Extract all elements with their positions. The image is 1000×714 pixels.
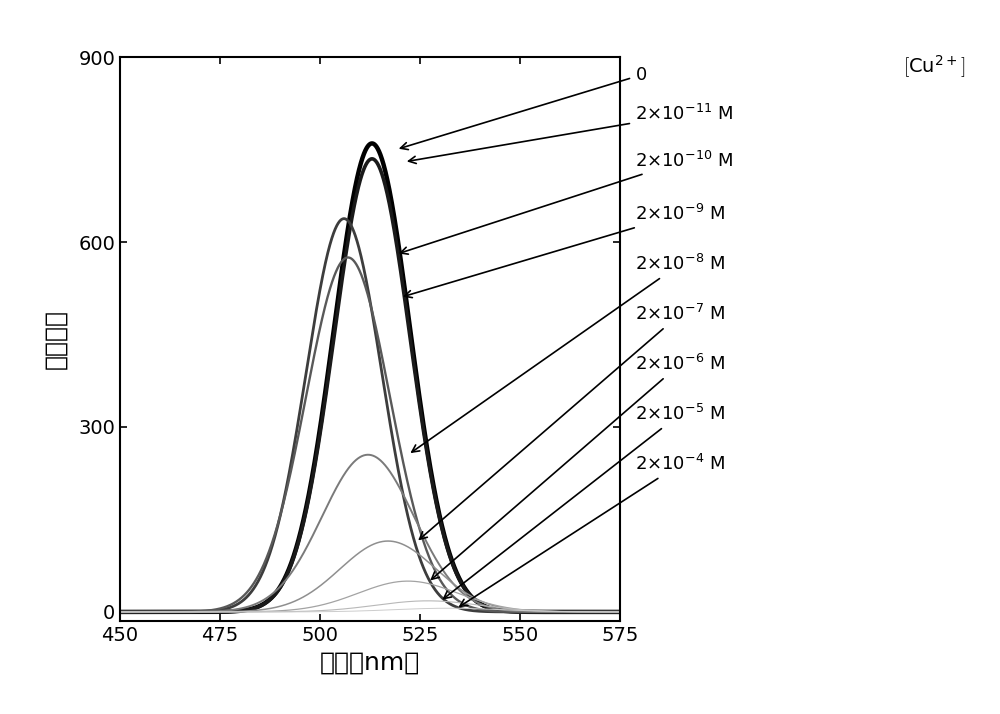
Text: $\mathregular{0}$: $\mathregular{0}$ [400, 66, 647, 150]
Text: $\mathregular{2{\times}10^{-9}}$ M: $\mathregular{2{\times}10^{-9}}$ M [404, 204, 725, 298]
Text: $\mathregular{2{\times}10^{-5}}$ M: $\mathregular{2{\times}10^{-5}}$ M [444, 404, 725, 598]
Text: $\mathregular{2{\times}10^{-4}}$ M: $\mathregular{2{\times}10^{-4}}$ M [460, 454, 725, 606]
Text: $\mathregular{2{\times}10^{-11}}$ M: $\mathregular{2{\times}10^{-11}}$ M [409, 104, 733, 164]
Text: $\mathregular{2{\times}10^{-7}}$ M: $\mathregular{2{\times}10^{-7}}$ M [420, 304, 725, 539]
Text: $\mathregular{2{\times}10^{-10}}$ M: $\mathregular{2{\times}10^{-10}}$ M [400, 151, 733, 254]
Y-axis label: 荧光强度: 荧光强度 [43, 309, 67, 369]
Text: $\mathregular{2{\times}10^{-8}}$ M: $\mathregular{2{\times}10^{-8}}$ M [412, 254, 725, 452]
Text: $[\mathregular{Cu^{2+}}]$: $[\mathregular{Cu^{2+}}]$ [903, 54, 965, 80]
Text: $\mathregular{2{\times}10^{-6}}$ M: $\mathregular{2{\times}10^{-6}}$ M [432, 354, 725, 579]
X-axis label: 波长（nm）: 波长（nm） [320, 650, 420, 675]
